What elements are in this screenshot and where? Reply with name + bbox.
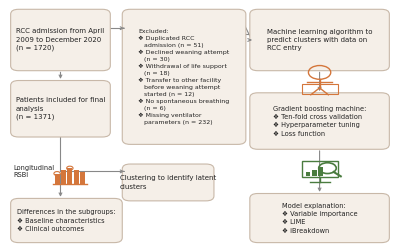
Bar	[54, 174, 60, 184]
FancyBboxPatch shape	[11, 198, 122, 243]
Text: Differences in the subgroups:
❖ Baseline characteristics
❖ Clinical outcomes: Differences in the subgroups: ❖ Baseline…	[17, 209, 116, 232]
FancyBboxPatch shape	[122, 164, 214, 201]
Text: Clustering to identify latent
clusters: Clustering to identify latent clusters	[120, 175, 216, 189]
Bar	[67, 168, 72, 184]
Bar	[302, 84, 338, 94]
Bar	[74, 170, 79, 184]
Bar	[61, 170, 66, 184]
Text: Model explanation:
❖ Variable importance
❖ LIME
❖ iBreakdown: Model explanation: ❖ Variable importance…	[282, 203, 357, 233]
Text: Machine learning algorithm to
predict clusters with data on
RCC entry: Machine learning algorithm to predict cl…	[267, 29, 372, 51]
Bar	[312, 169, 317, 176]
Bar	[318, 167, 323, 176]
FancyBboxPatch shape	[250, 9, 389, 71]
Text: Excluded:
❖ Duplicated RCC
   admission (n = 51)
❖ Declined weaning attempt
   (: Excluded: ❖ Duplicated RCC admission (n …	[138, 28, 230, 125]
Text: RCC admission from April
2009 to December 2020
(n = 1720): RCC admission from April 2009 to Decembe…	[16, 28, 105, 51]
Text: Patients included for final
analysis
(n = 1371): Patients included for final analysis (n …	[16, 97, 105, 120]
FancyBboxPatch shape	[250, 193, 389, 243]
FancyBboxPatch shape	[11, 9, 110, 71]
Text: Gradient boosting machine:
❖ Ten-fold cross validation
❖ Hyperparameter tuning
❖: Gradient boosting machine: ❖ Ten-fold cr…	[273, 106, 366, 137]
Bar	[306, 172, 310, 176]
FancyBboxPatch shape	[122, 9, 246, 144]
FancyBboxPatch shape	[11, 81, 110, 137]
Bar	[302, 161, 338, 177]
Bar	[80, 172, 85, 184]
Text: Longitudinal
RSBI: Longitudinal RSBI	[14, 165, 54, 178]
FancyBboxPatch shape	[250, 93, 389, 149]
